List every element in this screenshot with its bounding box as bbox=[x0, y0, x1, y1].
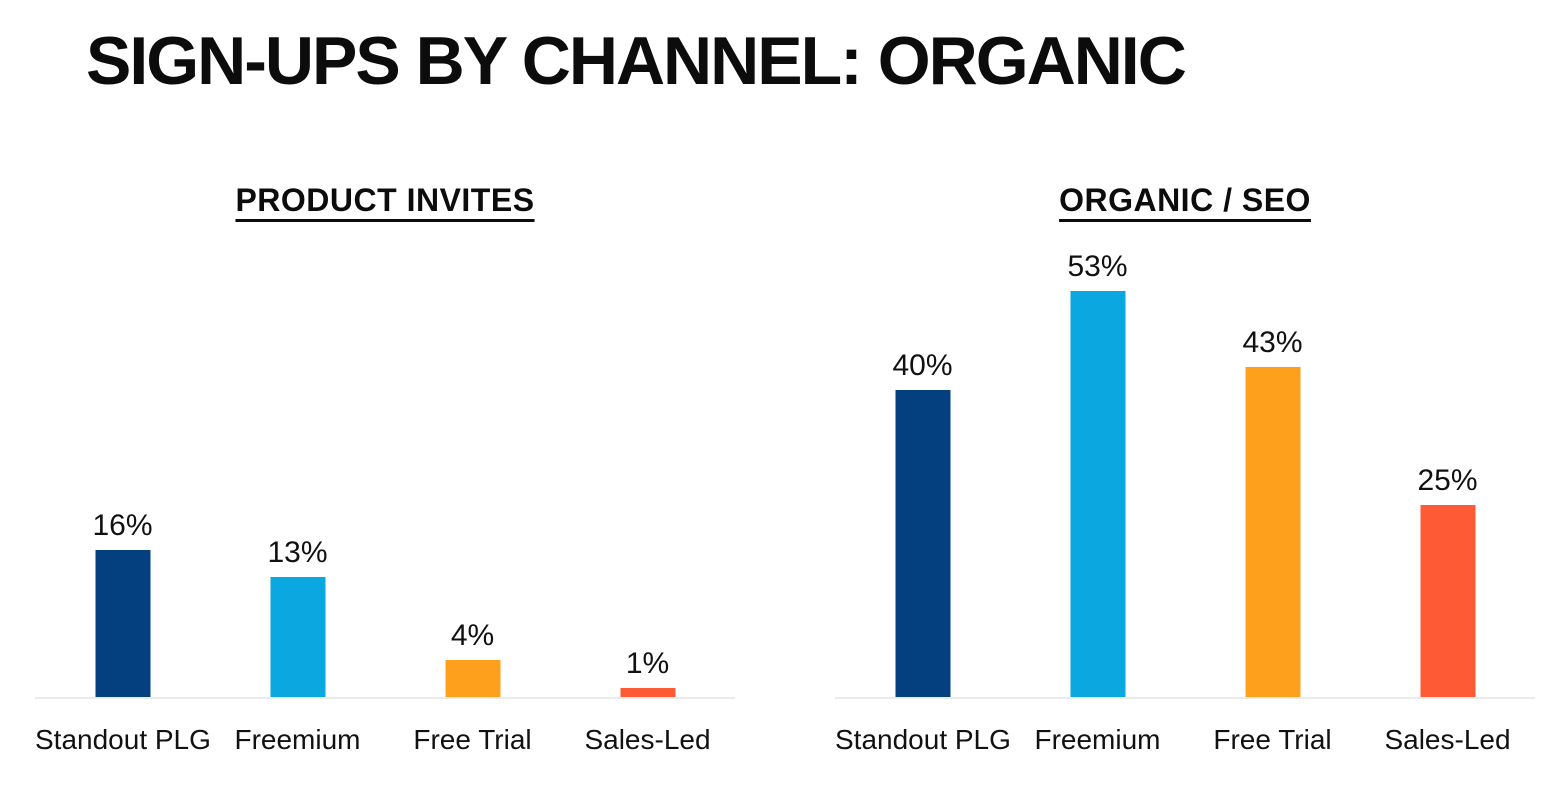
category-label-standout-plg: Standout PLG bbox=[35, 724, 211, 755]
page-title: SIGN-UPS BY CHANNEL: ORGANIC bbox=[86, 23, 1187, 99]
value-label-freemium: 53% bbox=[1067, 250, 1128, 283]
category-axis-organic-seo: Standout PLG Freemium Free Trial Sales-Led bbox=[835, 723, 1535, 767]
category-label-free-trial: Free Trial bbox=[1213, 724, 1332, 755]
value-label-standout-plg: 40% bbox=[892, 349, 953, 382]
bar-freemium bbox=[270, 577, 325, 697]
category-label-sales-led: Sales-Led bbox=[1384, 724, 1511, 755]
bar-slot: 25% bbox=[1360, 237, 1535, 697]
plot-area-organic-seo: 40% 53% 43% 25% bbox=[835, 237, 1535, 699]
value-label-free-trial: 4% bbox=[450, 619, 495, 652]
bar-slot: 13% bbox=[210, 237, 385, 697]
value-label-freemium: 13% bbox=[267, 536, 328, 569]
category-label-freemium: Freemium bbox=[1034, 724, 1161, 755]
chart-title-product-invites: PRODUCT INVITES bbox=[235, 182, 535, 218]
value-label-sales-led: 1% bbox=[625, 647, 670, 680]
bar-slot: 53% bbox=[1010, 237, 1185, 697]
bar-sales-led bbox=[1420, 505, 1475, 697]
plot-area-product-invites: 16% 13% 4% 1% bbox=[35, 237, 735, 699]
bar-slot: 1% bbox=[560, 237, 735, 697]
chart-organic-seo: ORGANIC / SEO 40% 53% 43% 25% Standout PLG F… bbox=[835, 180, 1535, 790]
category-axis-product-invites: Standout PLG Freemium Free Trial Sales-Led bbox=[35, 723, 735, 767]
bar-sales-led bbox=[620, 688, 675, 697]
bar-standout-plg bbox=[95, 550, 150, 697]
value-label-free-trial: 43% bbox=[1242, 326, 1303, 359]
bar-freemium bbox=[1070, 291, 1125, 697]
bar-free-trial bbox=[445, 660, 500, 697]
bar-free-trial bbox=[1245, 367, 1300, 697]
category-label-freemium: Freemium bbox=[234, 724, 361, 755]
chart-title-organic-seo: ORGANIC / SEO bbox=[1059, 182, 1311, 218]
category-label-sales-led: Sales-Led bbox=[584, 724, 711, 755]
value-label-sales-led: 25% bbox=[1417, 464, 1478, 497]
chart-product-invites: PRODUCT INVITES 16% 13% 4% 1% Standout PLG F… bbox=[35, 180, 735, 790]
category-label-free-trial: Free Trial bbox=[413, 724, 532, 755]
bar-standout-plg bbox=[895, 390, 950, 697]
bar-slot: 16% bbox=[35, 237, 210, 697]
bar-slot: 4% bbox=[385, 237, 560, 697]
bar-slot: 40% bbox=[835, 237, 1010, 697]
bar-slot: 43% bbox=[1185, 237, 1360, 697]
category-label-standout-plg: Standout PLG bbox=[835, 724, 1011, 755]
value-label-standout-plg: 16% bbox=[92, 509, 153, 542]
